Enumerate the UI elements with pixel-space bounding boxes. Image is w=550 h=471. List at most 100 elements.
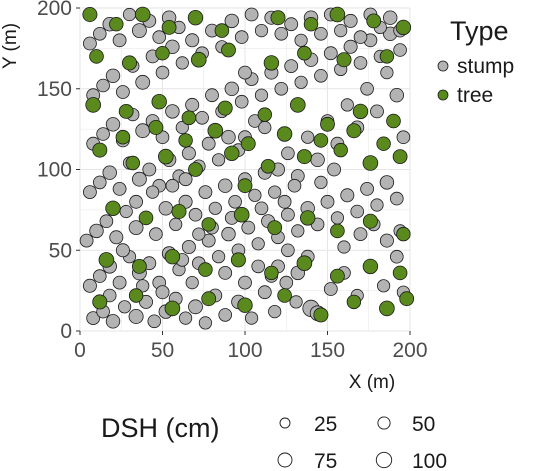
point-tree (392, 149, 408, 165)
point-stump (251, 237, 265, 251)
point-tree (131, 258, 147, 274)
point-stump (155, 285, 170, 300)
point-stump (389, 249, 404, 264)
point-stump (178, 172, 193, 187)
point-stump (83, 185, 97, 200)
point-stump (192, 227, 206, 241)
point-stump (340, 98, 354, 112)
point-stump (86, 311, 101, 326)
point-tree (376, 136, 391, 151)
point-stump (198, 185, 213, 200)
point-tree (92, 142, 108, 158)
point-tree (333, 142, 348, 158)
point-tree (264, 265, 279, 281)
point-stump (284, 59, 299, 73)
point-stump (350, 204, 365, 219)
point-stump (343, 13, 358, 28)
point-tree (118, 104, 134, 119)
point-tree (276, 126, 293, 142)
point-tree (128, 288, 144, 303)
point-stump (158, 201, 174, 216)
legend-key-tree (437, 89, 449, 101)
point-tree (221, 42, 236, 58)
point-stump (277, 194, 292, 209)
point-stump (147, 314, 162, 329)
point-stump (138, 294, 153, 309)
point-stump (376, 279, 391, 293)
x-tick-label: 150 (310, 339, 345, 362)
point-stump (254, 201, 269, 216)
point-stump (310, 152, 325, 168)
size-label-50: 50 (412, 413, 435, 436)
point-stump (112, 275, 127, 290)
x-tick-label: 0 (74, 339, 86, 362)
point-stump (208, 201, 222, 215)
point-stump (294, 33, 308, 47)
point-tree (362, 258, 379, 275)
point-stump (370, 198, 384, 212)
point-tree (224, 145, 240, 162)
point-stump (323, 46, 338, 61)
point-tree (171, 203, 187, 219)
point-tree (178, 133, 193, 148)
legend-key-stump (437, 60, 449, 72)
point-tree (379, 300, 395, 317)
point-tree (336, 52, 352, 68)
point-stump (323, 282, 338, 296)
point-stump (254, 24, 269, 38)
point-tree (366, 13, 382, 29)
point-stump (224, 81, 240, 97)
point-stump (185, 275, 199, 290)
point-tree (198, 262, 213, 277)
point-tree (214, 23, 230, 38)
point-tree (303, 17, 319, 32)
point-tree (300, 210, 316, 226)
point-tree (399, 291, 415, 307)
point-stump (205, 88, 219, 103)
point-stump (314, 69, 328, 83)
point-stump (83, 36, 97, 51)
point-stump (353, 56, 368, 70)
point-tree (297, 45, 312, 61)
y-tick-label: 200 (37, 0, 72, 20)
point-stump (201, 136, 216, 151)
point-stump (291, 224, 305, 238)
point-stump (165, 178, 180, 193)
point-stump (129, 194, 144, 209)
size-legend-title: DSH (cm) (101, 413, 219, 443)
point-tree (85, 97, 101, 113)
point-stump (380, 66, 394, 80)
point-stump (149, 227, 163, 241)
point-stump (360, 82, 374, 96)
point-stump (334, 24, 348, 38)
point-stump (238, 65, 252, 80)
point-stump (181, 146, 196, 161)
point-stump (122, 7, 137, 22)
point-tree (217, 100, 233, 116)
point-tree (296, 149, 312, 165)
point-stump (281, 243, 295, 258)
point-tree (277, 288, 292, 303)
y-tick-label: 100 (37, 159, 72, 182)
point-tree (260, 159, 276, 174)
point-stump (188, 299, 203, 315)
point-tree (330, 223, 345, 239)
point-stump (115, 243, 130, 258)
point-stump (142, 162, 157, 177)
point-stump (251, 259, 266, 274)
point-tree (396, 226, 411, 242)
size-legend: DSH (cm) 25 50 75 100 (101, 413, 447, 471)
point-stump (248, 114, 262, 128)
point-stump (258, 120, 272, 135)
size-label-25: 25 (314, 413, 337, 436)
point-stump (370, 104, 384, 119)
color-legend: Type stump tree (437, 16, 514, 107)
color-legend-title: Type (450, 16, 509, 46)
point-stump (238, 275, 252, 290)
point-stump (175, 120, 189, 135)
axis-layer: 0 50 100 150 200 0 50 100 150 200 (37, 0, 428, 362)
point-stump (155, 65, 170, 80)
point-tree (240, 136, 256, 152)
point-stump (96, 78, 110, 93)
